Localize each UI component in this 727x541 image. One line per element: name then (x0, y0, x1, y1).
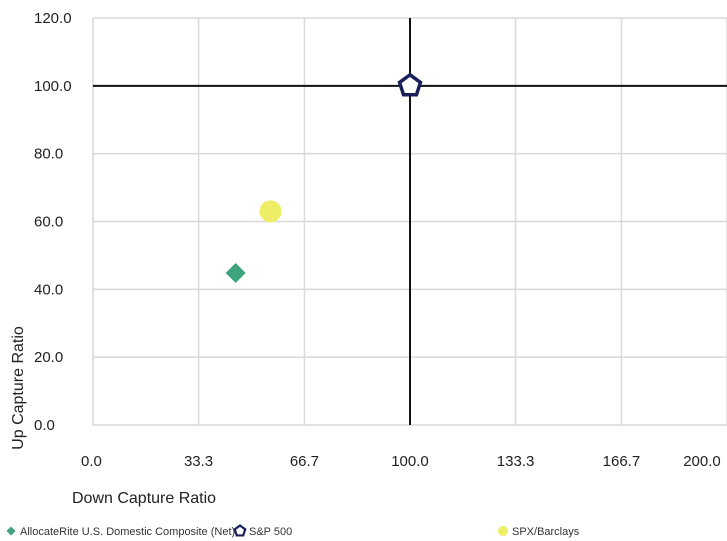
y-axis-label: Up Capture Ratio (10, 326, 27, 450)
y-tick-label: 120.0 (34, 10, 72, 27)
data-points (226, 75, 421, 283)
data-point-circle (260, 200, 282, 222)
y-tick-label: 20.0 (34, 349, 63, 366)
x-tick-label: 66.7 (290, 453, 319, 470)
x-tick-label: 133.3 (497, 453, 535, 470)
legend-marker-circle (498, 526, 508, 536)
y-axis-ticks: 0.0 20.0 40.0 60.0 80.0 100.0 120.0 (34, 10, 72, 434)
data-point-diamond (226, 263, 246, 283)
x-tick-label: 166.7 (603, 453, 641, 470)
legend-label: S&P 500 (249, 526, 292, 538)
y-tick-label: 0.0 (34, 417, 55, 434)
legend-marker-pentagon (235, 526, 245, 536)
legend-label: SPX/Barclays (512, 526, 580, 538)
legend-label: AllocateRite U.S. Domestic Composite (Ne… (20, 526, 235, 538)
y-tick-label: 80.0 (34, 146, 63, 163)
x-tick-label: 33.3 (184, 453, 213, 470)
y-tick-label: 100.0 (34, 78, 72, 95)
y-tick-label: 40.0 (34, 281, 63, 298)
legend-marker-diamond (7, 527, 16, 536)
x-axis-label: Down Capture Ratio (72, 490, 216, 507)
x-tick-label: 100.0 (391, 453, 429, 470)
x-axis-ticks: 0.0 33.3 66.7 100.0 133.3 166.7 200.0 (81, 453, 721, 470)
legend: AllocateRite U.S. Domestic Composite (Ne… (7, 526, 580, 539)
data-point-pentagon (400, 75, 421, 95)
x-tick-label: 200.0 (683, 453, 721, 470)
y-tick-label: 60.0 (34, 214, 63, 231)
x-tick-label: 0.0 (81, 453, 102, 470)
